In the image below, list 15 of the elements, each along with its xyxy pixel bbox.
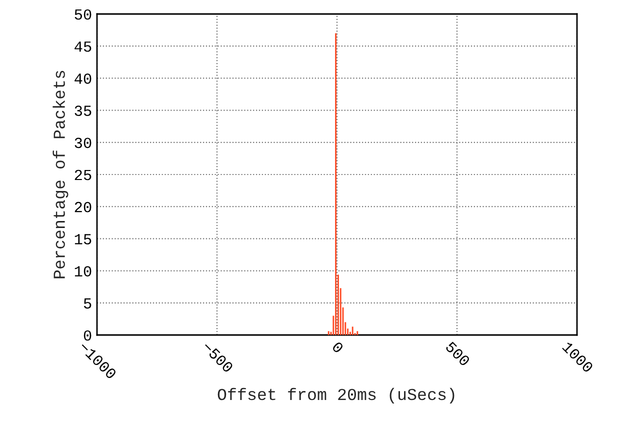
y-tick-label: 10 [74, 266, 92, 276]
y-tick-label: 35 [74, 106, 92, 116]
y-tick-label: 20 [74, 202, 92, 212]
y-tick-label: 15 [74, 234, 92, 244]
y-tick-label: 45 [74, 42, 92, 52]
y-tick-label: 30 [74, 138, 92, 148]
y-tick-label: 50 [74, 9, 92, 20]
y-axis-title: Percentage of Packets [52, 70, 68, 278]
y-tick-label: 0 [84, 330, 92, 341]
x-tick-label: 0 [332, 341, 344, 354]
x-tick-label: 500 [445, 341, 470, 367]
y-tick-label: 5 [84, 298, 92, 309]
y-tick-label: 40 [74, 74, 92, 84]
x-axis-title: Offset from 20ms (uSecs) [218, 388, 454, 404]
y-tick-label: 25 [74, 170, 92, 180]
